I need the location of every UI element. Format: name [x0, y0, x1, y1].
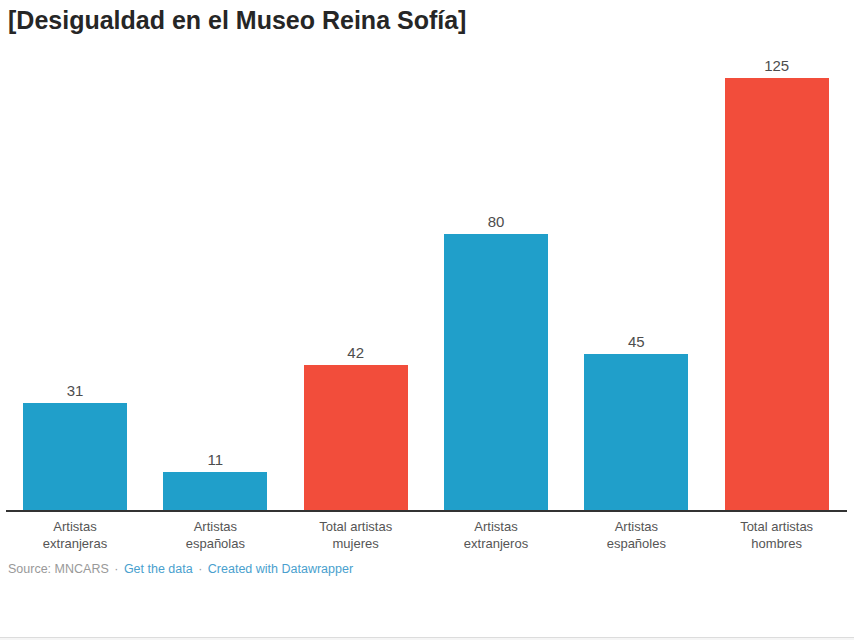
bar-artistas-españolas[interactable]	[163, 472, 267, 510]
bar-artistas-extranjeros[interactable]	[444, 234, 548, 510]
category-label: Artistasespañoles	[566, 518, 706, 552]
chart-container: [Desigualdad en el Museo Reina Sofía] 31…	[0, 0, 854, 640]
bar-total-artistas-hombres[interactable]	[725, 78, 829, 510]
created-with-link[interactable]: Created with Datawrapper	[208, 562, 353, 576]
category-label: Artistasextranjeras	[5, 518, 145, 552]
source-text: Source: MNCARS	[8, 562, 109, 576]
plot-area: 31 Artistasextranjeras 11 Artistasespañolas…	[0, 0, 854, 640]
category-label: Total artistashombres	[707, 518, 847, 552]
separator-dot: ·	[196, 562, 204, 576]
value-label: 31	[23, 382, 127, 399]
source-value: MNCARS	[55, 562, 109, 576]
bar-artistas-extranjeras[interactable]	[23, 403, 127, 510]
category-label: Artistasespañolas	[145, 518, 285, 552]
bar-total-artistas-mujeres[interactable]	[304, 365, 408, 510]
footer: Source: MNCARS · Get the data · Created …	[8, 562, 353, 576]
category-label: Artistasextranjeros	[426, 518, 566, 552]
value-label: 42	[304, 344, 408, 361]
category-label: Total artistasmujeres	[286, 518, 426, 552]
separator-dot: ·	[112, 562, 120, 576]
value-label: 45	[584, 333, 688, 350]
bar-artistas-españoles[interactable]	[584, 354, 688, 510]
value-label: 11	[163, 451, 267, 468]
value-label: 125	[725, 57, 829, 74]
get-data-link[interactable]: Get the data	[124, 562, 193, 576]
value-label: 80	[444, 213, 548, 230]
x-axis-line	[6, 510, 847, 512]
